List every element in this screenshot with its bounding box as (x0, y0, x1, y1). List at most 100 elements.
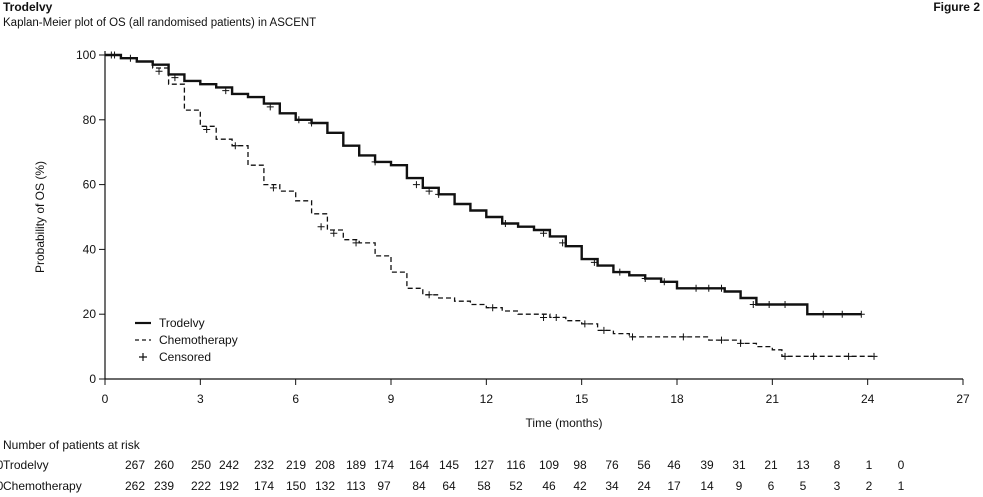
legend-label: Chemotherapy (159, 333, 238, 347)
risk-row-trodelvy: Trodelvy 267 260 250 242 232 219 208 189 174 164 1… (0, 458, 983, 474)
risk-count: 6 (767, 479, 775, 493)
censor-mark (737, 339, 745, 347)
censor-mark (679, 333, 687, 341)
risk-count: 97 (377, 479, 391, 493)
censor-mark (222, 87, 230, 95)
risk-count: 3 (833, 479, 841, 493)
censor-mark (412, 181, 420, 189)
risk-count: 84 (412, 479, 426, 493)
risk-count: 232 (253, 458, 275, 472)
censor-mark (501, 219, 509, 227)
censor-mark (330, 229, 338, 237)
risk-row-label: Chemotherapy (3, 479, 82, 493)
legend-label: Censored (159, 350, 211, 364)
censor-mark (371, 158, 379, 166)
censor-mark (600, 326, 608, 334)
series-line-chemotherapy (105, 54, 874, 357)
censor-mark (590, 258, 598, 266)
document-title: Trodelvy (3, 0, 53, 14)
risk-count: 17 (667, 479, 681, 493)
y-tick-label: 0 (89, 372, 96, 386)
risk-count: 239 (153, 479, 175, 493)
censor-mark (781, 300, 789, 308)
risk-count: 21 (764, 458, 778, 472)
censor-mark (660, 278, 668, 286)
risk-count: 145 (438, 458, 460, 472)
risk-count: 0 (897, 458, 905, 472)
censor-mark (717, 336, 725, 344)
risk-count: 109 (538, 458, 560, 472)
risk-count: 0 (0, 458, 20, 472)
x-tick-label: 9 (388, 392, 395, 406)
risk-count: 0 (0, 479, 20, 493)
y-tick-label: 80 (83, 113, 97, 127)
legend-swatch-censor (139, 353, 147, 361)
risk-count: 250 (190, 458, 212, 472)
censor-mark (425, 291, 433, 299)
risk-count: 116 (506, 458, 526, 472)
risk-count: 42 (573, 479, 587, 493)
risk-count: 242 (218, 458, 240, 472)
censor-mark (838, 310, 846, 318)
censor-mark (203, 126, 211, 134)
censor-mark (870, 352, 878, 360)
y-tick-label: 100 (76, 48, 96, 62)
censor-mark (749, 300, 757, 308)
risk-count: 76 (605, 458, 619, 472)
censor-mark (765, 300, 773, 308)
x-tick-label: 21 (766, 392, 780, 406)
censor-mark (111, 51, 119, 59)
censor-mark (352, 239, 360, 247)
censor-mark (692, 284, 700, 292)
chart-subtitle: Kaplan-Meier plot of OS (all randomised … (3, 17, 317, 29)
risk-count: 192 (218, 479, 240, 493)
x-tick-label: 24 (861, 392, 875, 406)
risk-count: 39 (700, 458, 714, 472)
risk-count: 260 (153, 458, 175, 472)
risk-count: 46 (667, 458, 681, 472)
censor-mark (705, 284, 713, 292)
x-axis-label: Time (months) (526, 416, 603, 430)
risk-count: 46 (542, 479, 556, 493)
risk-count: 1 (865, 458, 873, 472)
risk-count: 150 (285, 479, 307, 493)
censor-mark (269, 184, 277, 192)
censor-mark (435, 190, 443, 198)
y-tick-label: 60 (83, 178, 97, 192)
risk-count: 267 (124, 458, 146, 472)
risk-count: 14 (700, 479, 714, 493)
censor-mark (540, 313, 548, 321)
censor-mark (581, 320, 589, 328)
risk-count: 174 (253, 479, 275, 493)
censor-mark (845, 352, 853, 360)
risk-count: 34 (605, 479, 619, 493)
risk-count: 58 (477, 479, 491, 493)
risk-count: 132 (314, 479, 336, 493)
risk-row-chemotherapy: Chemotherapy 262 239 222 192 174 150 132 113 97 8… (0, 479, 983, 495)
x-tick-label: 18 (670, 392, 684, 406)
censor-mark (266, 103, 274, 111)
censor-mark (295, 116, 303, 124)
censor-mark (641, 275, 649, 283)
risk-count: 52 (509, 479, 523, 493)
x-tick-label: 15 (575, 392, 589, 406)
censor-mark (616, 268, 624, 276)
censor-mark (308, 119, 316, 127)
risk-count: 189 (345, 458, 367, 472)
risk-count: 64 (442, 479, 456, 493)
risk-count: 127 (473, 458, 495, 472)
legend-label: Trodelvy (159, 316, 205, 330)
censor-mark (540, 229, 548, 237)
x-tick-label: 12 (480, 392, 494, 406)
km-chart: 0 20 40 60 80 100 0 3 6 9 12 15 18 21 24 27 Time (months… (33, 48, 970, 430)
figure-label: Figure 2 (933, 0, 980, 14)
risk-row-label: Trodelvy (3, 458, 49, 472)
x-tick-label: 0 (102, 392, 109, 406)
y-axis-label: Probability of OS (%) (33, 161, 47, 273)
censor-mark (717, 284, 725, 292)
risk-count: 113 (346, 479, 366, 493)
x-tick-label: 27 (956, 392, 970, 406)
censor-mark (559, 239, 567, 247)
series-line-trodelvy (105, 53, 862, 316)
y-tick-label: 40 (83, 242, 97, 256)
